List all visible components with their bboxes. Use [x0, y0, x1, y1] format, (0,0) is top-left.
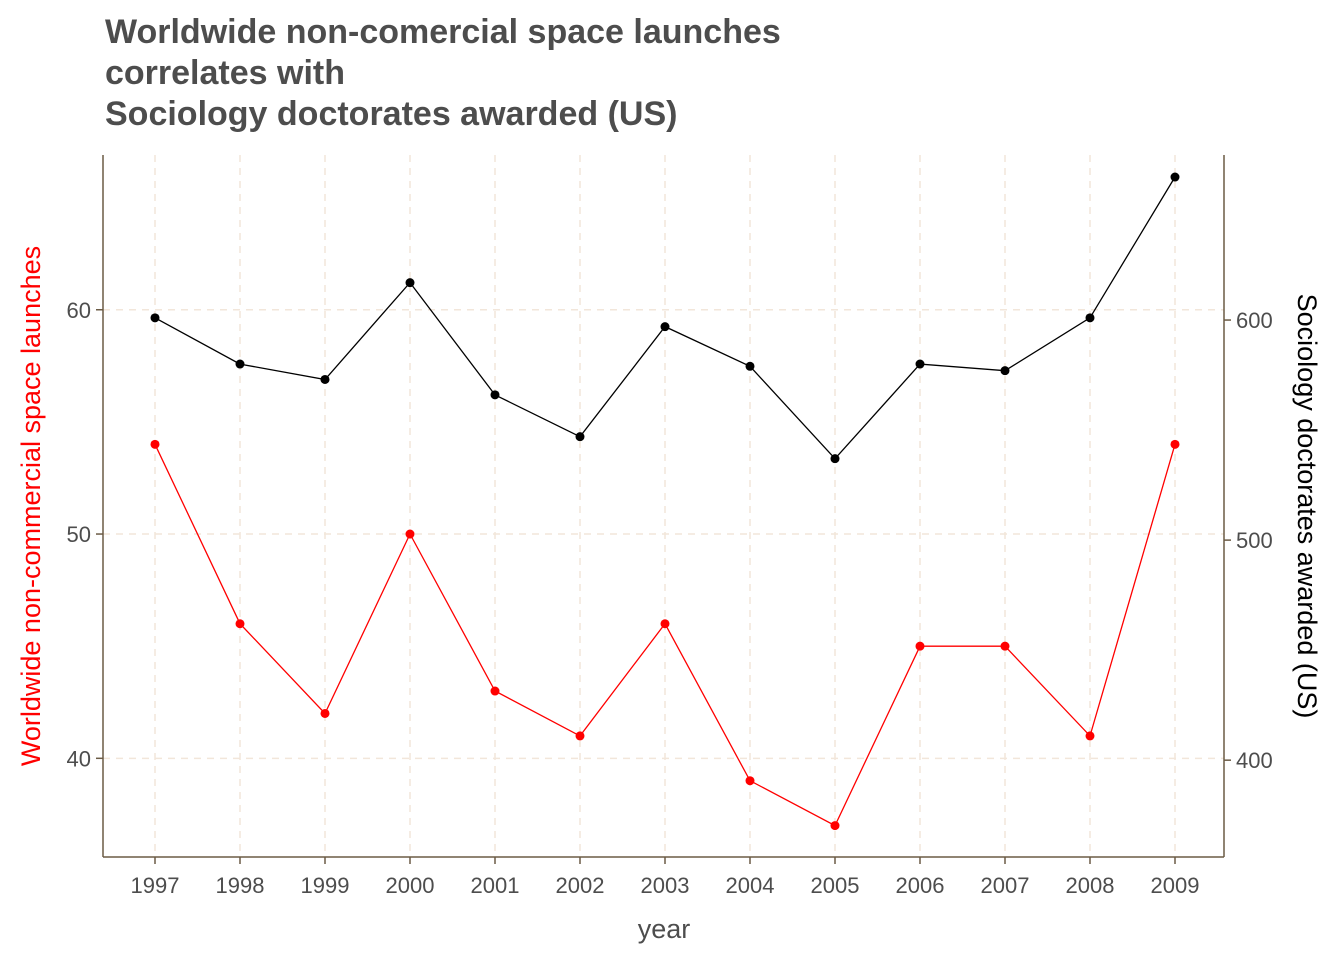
y-left-tick-label-50: 50 [67, 522, 91, 547]
x-tick-label-2006: 2006 [896, 873, 945, 898]
chart-title-line-2: correlates with [105, 54, 345, 92]
x-axis-title: year [638, 914, 691, 944]
y-left-tick-label-60: 60 [67, 298, 91, 323]
data-point-doctorates-2002 [575, 432, 585, 442]
data-point-launches-2007 [1000, 641, 1010, 651]
x-tick-label-1999: 1999 [301, 873, 350, 898]
data-point-launches-2005 [830, 821, 840, 831]
y-axis-right-title: Sociology doctorates awarded (US) [1292, 294, 1322, 719]
data-point-doctorates-2007 [1000, 366, 1010, 376]
data-point-doctorates-2003 [660, 322, 670, 332]
y-left-tick-label-40: 40 [67, 746, 91, 771]
y-axis-left-title: Worldwide non-commercial space launches [16, 246, 46, 766]
data-point-doctorates-2009 [1170, 172, 1180, 182]
data-point-launches-2000 [405, 529, 415, 539]
x-tick-label-1997: 1997 [131, 873, 180, 898]
data-point-doctorates-1997 [150, 313, 160, 323]
chart-title-line-3: Sociology doctorates awarded (US) [105, 95, 678, 133]
data-point-launches-2009 [1170, 439, 1180, 449]
x-tick-label-2005: 2005 [811, 873, 860, 898]
x-tick-label-2007: 2007 [981, 873, 1030, 898]
axis-layer [102, 155, 1225, 858]
data-point-doctorates-2004 [745, 361, 755, 371]
data-point-launches-2004 [745, 776, 755, 786]
data-point-launches-2008 [1085, 731, 1095, 741]
data-point-doctorates-2005 [830, 454, 840, 464]
data-point-doctorates-2008 [1085, 313, 1095, 323]
x-tick-label-2003: 2003 [641, 873, 690, 898]
data-point-doctorates-2001 [490, 390, 500, 400]
x-tick-label-2004: 2004 [726, 873, 775, 898]
data-point-doctorates-1998 [235, 359, 245, 369]
data-point-launches-2001 [490, 686, 500, 696]
data-point-launches-2003 [660, 619, 670, 629]
data-point-launches-1997 [150, 439, 160, 449]
x-tick-label-2000: 2000 [386, 873, 435, 898]
x-tick-label-2002: 2002 [556, 873, 605, 898]
x-tick-label-2009: 2009 [1151, 873, 1200, 898]
y-right-tick-label-600: 600 [1236, 308, 1273, 333]
y-right-tick-label-500: 500 [1236, 528, 1273, 553]
data-point-doctorates-2000 [405, 278, 415, 288]
data-point-doctorates-1999 [320, 374, 330, 384]
x-tick-label-2008: 2008 [1066, 873, 1115, 898]
data-point-doctorates-2006 [915, 359, 925, 369]
y-right-tick-label-400: 400 [1236, 748, 1273, 773]
chart-title: Worldwide non-comercial space launches c… [105, 12, 781, 135]
grid-layer [103, 155, 1224, 857]
x-tick-label-2001: 2001 [471, 873, 520, 898]
tick-layer: 1997 1998 1999 2000 2001 2002 2003 2004 2005 2006… [67, 298, 1273, 898]
data-point-launches-2006 [915, 641, 925, 651]
data-point-launches-1998 [235, 619, 245, 629]
series-layer [150, 172, 1180, 831]
x-tick-label-1998: 1998 [216, 873, 265, 898]
data-point-launches-1999 [320, 708, 330, 718]
chart-title-line-1: Worldwide non-comercial space launches [105, 13, 781, 51]
data-point-launches-2002 [575, 731, 585, 741]
